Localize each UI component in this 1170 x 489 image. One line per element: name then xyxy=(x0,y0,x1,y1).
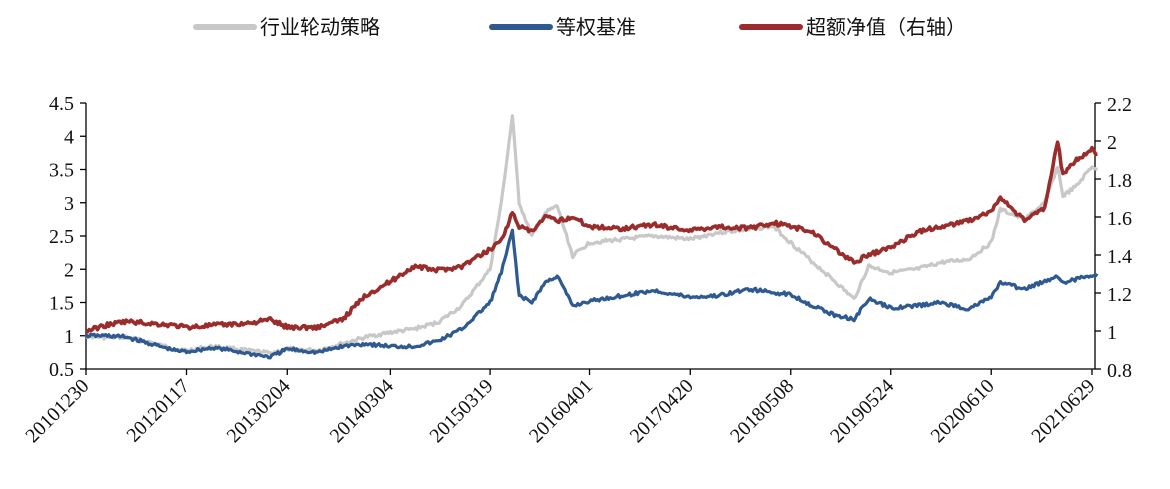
left-tick-label: 1.5 xyxy=(49,293,74,315)
series-line xyxy=(84,228,1099,360)
x-tick-label: 20120117 xyxy=(122,375,194,447)
right-tick-label: 2 xyxy=(1107,132,1117,154)
legend-label: 等权基准 xyxy=(556,15,636,39)
left-tick-label: 3.5 xyxy=(49,160,74,182)
x-tick-label: 20160401 xyxy=(525,375,597,447)
x-tick-label: 20200610 xyxy=(927,375,999,447)
series-line xyxy=(84,140,1098,334)
legend-label: 行业轮动策略 xyxy=(260,15,380,39)
right-tick-label: 2.2 xyxy=(1107,94,1132,116)
x-tick-label: 20140304 xyxy=(326,375,398,447)
left-tick-label: 4 xyxy=(64,126,74,148)
left-tick-label: 1 xyxy=(64,326,74,348)
right-tick-label: 0.8 xyxy=(1107,360,1132,382)
x-axis: 20101230 20120117 20130204 20140304 20150319… xyxy=(21,368,1100,447)
x-tick-label: 20190524 xyxy=(826,375,898,447)
left-tick-label: 4.5 xyxy=(49,93,74,115)
right-tick-label: 1 xyxy=(1107,322,1117,344)
legend-label: 超额净值（右轴） xyxy=(806,15,966,39)
right-tick-label: 1.4 xyxy=(1107,246,1132,268)
legend-item: 超额净值（右轴） xyxy=(739,15,966,39)
right-tick-label: 1.8 xyxy=(1107,170,1132,192)
x-tick-label: 20101230 xyxy=(21,375,93,447)
legend-item: 行业轮动策略 xyxy=(193,15,380,39)
left-tick-label: 2 xyxy=(64,259,74,281)
series-line xyxy=(85,114,1099,356)
x-tick-label: 20130204 xyxy=(223,375,295,447)
left-y-axis: 0.5 1 1.5 2 2.5 3 3.5 4 4.5 xyxy=(49,93,87,381)
x-tick-label: 20150319 xyxy=(425,375,497,447)
right-tick-label: 1.2 xyxy=(1107,284,1132,306)
legend: 行业轮动策略 等权基准 超额净值（右轴） xyxy=(193,15,966,39)
x-tick-label: 20210629 xyxy=(1027,375,1099,447)
left-tick-label: 2.5 xyxy=(49,226,74,248)
legend-item: 等权基准 xyxy=(489,15,636,39)
left-tick-label: 3 xyxy=(64,193,74,215)
right-y-axis: 0.8 1 1.2 1.4 1.6 1.8 2 2.2 xyxy=(1094,94,1132,382)
x-tick-label: 20180508 xyxy=(726,375,798,447)
right-tick-label: 1.6 xyxy=(1107,208,1132,230)
left-tick-label: 0.5 xyxy=(49,359,74,381)
series-layer xyxy=(84,114,1099,360)
x-tick-label: 20170420 xyxy=(626,375,698,447)
